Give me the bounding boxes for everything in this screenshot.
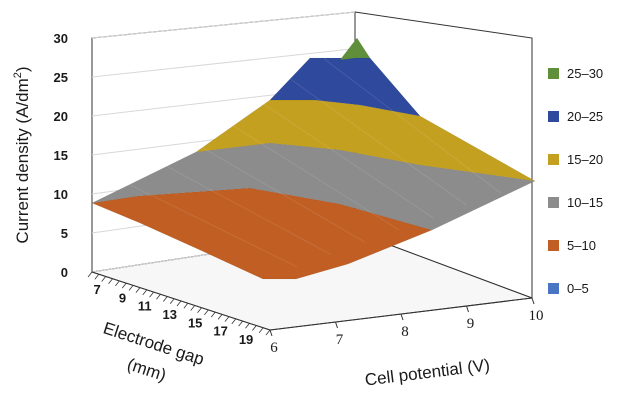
z-tick-labels: 0 5 10 15 20 25 30 bbox=[54, 31, 68, 280]
gap-tick-mark bbox=[142, 289, 148, 296]
z-tick-label: 25 bbox=[54, 70, 68, 85]
potential-tick-mark bbox=[400, 313, 404, 321]
legend-label: 25–30 bbox=[567, 66, 603, 81]
y-axis-label-line2: (mm) bbox=[125, 355, 169, 385]
gap-tick-mark bbox=[128, 285, 134, 291]
gap-tick-labels: 7 9 11 13 15 17 19 bbox=[93, 282, 253, 347]
gap-tick-mark bbox=[183, 302, 189, 309]
z-tick-label: 15 bbox=[54, 148, 68, 163]
legend-swatch bbox=[548, 68, 559, 79]
z-axis-label: Current density (A/dm2) bbox=[12, 66, 32, 243]
surface-mesh-line bbox=[290, 78, 468, 206]
surface bbox=[90, 37, 537, 280]
legend: 25–30 20–25 15–20 10–15 5–10 0–5 bbox=[548, 66, 603, 296]
potential-tick-mark bbox=[269, 329, 273, 337]
gap-tick-mark bbox=[108, 278, 113, 284]
gap-tick-mark bbox=[251, 325, 257, 331]
legend-label: 20–25 bbox=[567, 109, 603, 124]
legend-swatch bbox=[548, 154, 559, 165]
gap-tick-label: 15 bbox=[188, 315, 202, 330]
legend-label: 5–10 bbox=[567, 238, 596, 253]
potential-tick-mark bbox=[531, 297, 535, 305]
gap-tick-label: 19 bbox=[239, 332, 253, 347]
gap-tick-mark bbox=[101, 276, 107, 282]
legend-swatch bbox=[548, 111, 559, 122]
surface-mesh-line bbox=[257, 99, 434, 219]
gap-tick-mark bbox=[115, 280, 120, 287]
gap-tick-mark bbox=[197, 307, 202, 313]
z-tick-label: 30 bbox=[54, 31, 68, 46]
gap-tick-label: 17 bbox=[213, 324, 227, 339]
gap-tick-mark bbox=[162, 296, 168, 302]
surface-mesh-line bbox=[124, 182, 298, 268]
gap-tick-mark bbox=[190, 305, 196, 311]
gap-tick-mark bbox=[87, 271, 93, 278]
potential-tick-labels: 6 7 8 9 10 bbox=[270, 308, 543, 356]
potential-tick-mark bbox=[466, 305, 469, 313]
gap-tick-mark bbox=[258, 327, 264, 334]
gap-tick-mark bbox=[245, 323, 250, 329]
gap-tick-label: 7 bbox=[93, 282, 100, 297]
gap-tick-mark bbox=[204, 309, 209, 316]
potential-tick-label: 9 bbox=[467, 316, 475, 332]
potential-tick-marks bbox=[269, 297, 535, 337]
gap-tick-mark bbox=[94, 273, 100, 280]
gap-tick-mark bbox=[149, 291, 154, 298]
gap-tick-mark bbox=[121, 282, 127, 289]
legend-label: 0–5 bbox=[567, 281, 589, 296]
gap-tick-mark bbox=[176, 300, 182, 307]
gap-tick-mark bbox=[231, 318, 237, 325]
legend-label: 15–20 bbox=[567, 152, 603, 167]
surface-mesh-line bbox=[191, 140, 366, 243]
gap-tick-mark bbox=[169, 298, 175, 305]
surface-mesh-line bbox=[224, 120, 400, 231]
legend-swatch bbox=[548, 283, 559, 294]
z-gridline bbox=[91, 11, 356, 39]
gap-tick-mark bbox=[265, 329, 271, 336]
legend-swatch bbox=[548, 240, 559, 251]
potential-tick-label: 7 bbox=[336, 332, 344, 348]
gap-tick-label: 9 bbox=[119, 290, 126, 305]
potential-tick-label: 8 bbox=[401, 324, 409, 340]
surface-band bbox=[90, 187, 433, 280]
gap-tick-mark bbox=[135, 287, 141, 293]
gap-tick-mark bbox=[224, 316, 230, 322]
gap-tick-mark bbox=[238, 320, 243, 327]
gap-tick-mark bbox=[210, 311, 216, 318]
legend-swatch bbox=[548, 197, 559, 208]
gap-tick-mark bbox=[217, 314, 223, 320]
potential-tick-label: 10 bbox=[529, 308, 544, 324]
potential-tick-label: 6 bbox=[270, 340, 278, 356]
z-tick-label: 10 bbox=[54, 187, 68, 202]
gap-tick-marks bbox=[87, 271, 271, 336]
gap-tick-label: 13 bbox=[163, 307, 177, 322]
gap-tick-mark bbox=[156, 294, 161, 300]
potential-tick-mark bbox=[335, 321, 338, 329]
legend-label: 10–15 bbox=[567, 195, 603, 210]
surface-mesh-line bbox=[323, 58, 502, 194]
z-tick-label: 0 bbox=[61, 265, 68, 280]
z-tick-label: 20 bbox=[54, 109, 68, 124]
surface-band bbox=[269, 57, 421, 117]
z-gridline bbox=[91, 48, 356, 78]
gap-tick-label: 11 bbox=[138, 299, 152, 314]
z-tick-label: 5 bbox=[61, 226, 68, 241]
x-axis-label: Cell potential (V) bbox=[364, 355, 491, 389]
surface-mesh-line bbox=[158, 161, 332, 255]
surface-band bbox=[339, 37, 371, 61]
